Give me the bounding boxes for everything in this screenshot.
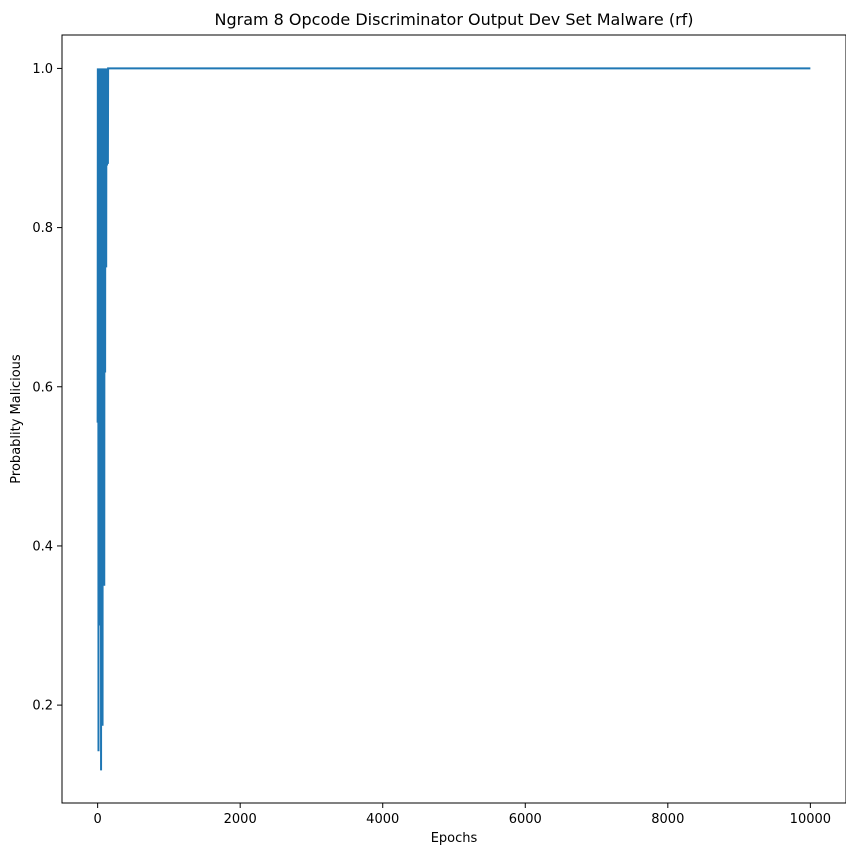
x-tick-label: 6000 (509, 812, 542, 827)
y-axis-label: Probablity Malicious (9, 354, 24, 484)
x-tick-label: 4000 (366, 812, 399, 827)
x-tick-label: 2000 (224, 812, 257, 827)
y-tick-label: 0.8 (32, 221, 53, 236)
x-tick-label: 8000 (651, 812, 684, 827)
chart-title: Ngram 8 Opcode Discriminator Output Dev … (214, 10, 693, 29)
y-tick-label: 1.0 (32, 62, 53, 77)
x-axis-label: Epochs (431, 831, 478, 846)
y-axis: 0.2 0.4 0.6 0.8 1.0 (32, 62, 62, 714)
y-tick-label: 0.2 (32, 699, 53, 714)
x-axis: 0 2000 4000 6000 8000 10000 (93, 803, 831, 827)
x-tick-label: 10000 (790, 812, 831, 827)
series-line-0 (96, 67, 811, 771)
y-tick-label: 0.4 (32, 539, 53, 554)
y-tick-label: 0.6 (32, 380, 53, 395)
x-tick-label: 0 (93, 812, 101, 827)
plot-frame (61, 34, 846, 804)
plot-area (96, 67, 811, 771)
